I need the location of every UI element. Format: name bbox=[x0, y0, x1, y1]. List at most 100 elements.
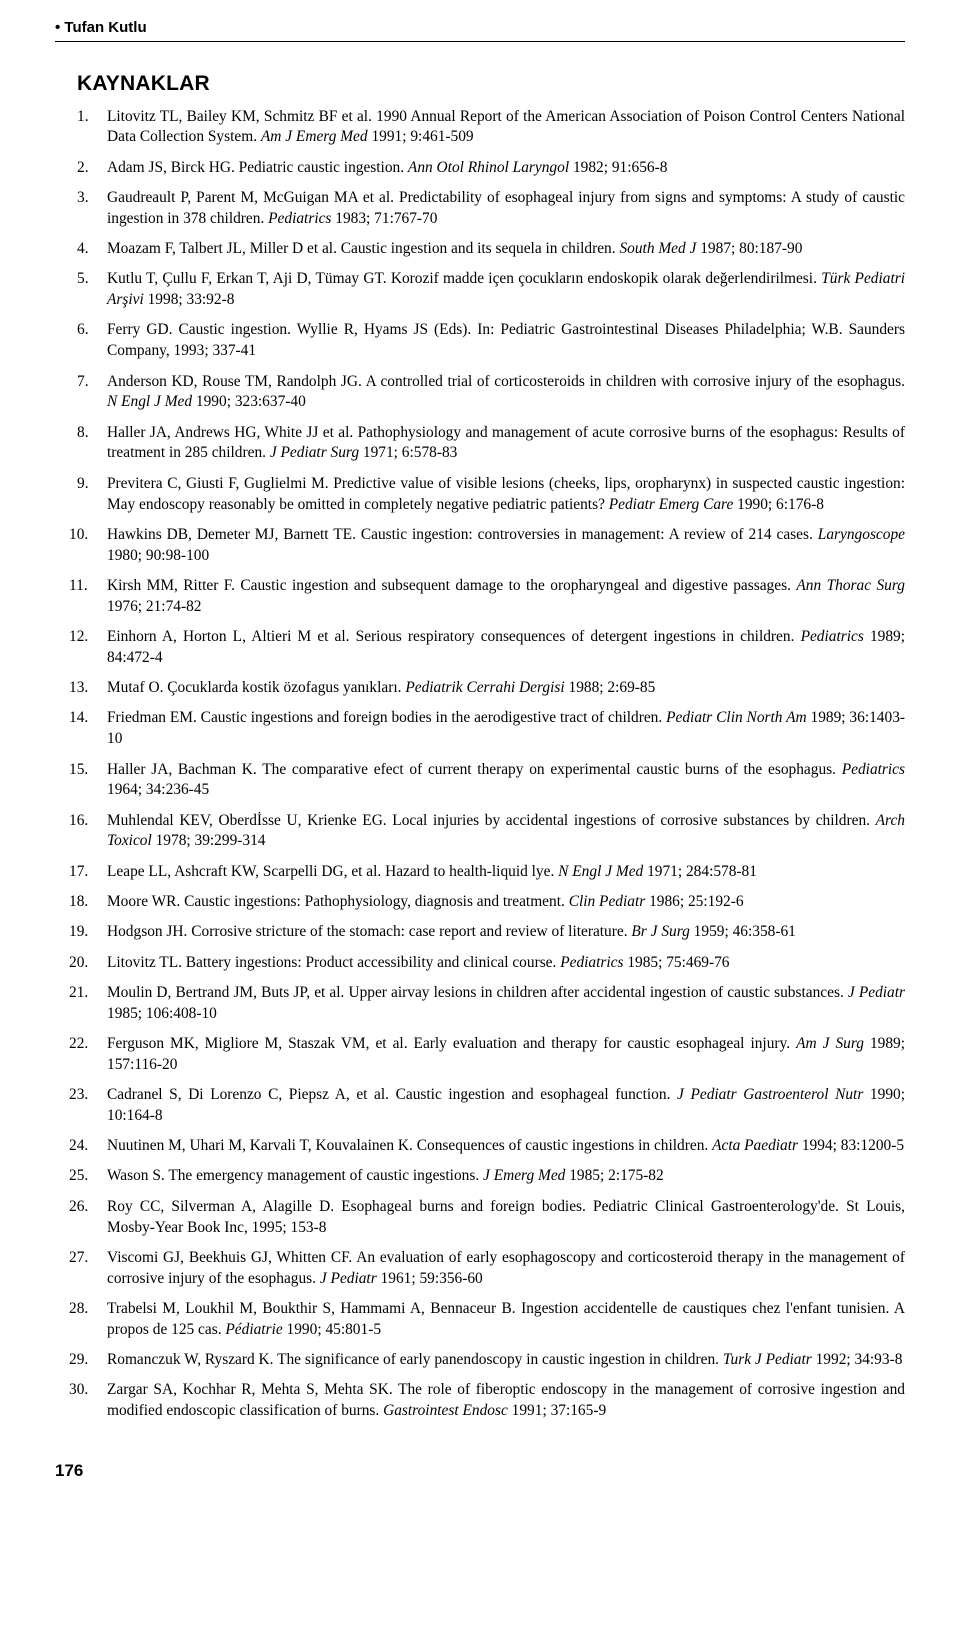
reference-item: Ferguson MK, Migliore M, Staszak VM, et … bbox=[55, 1034, 905, 1076]
reference-citation: 1971; 6:578-83 bbox=[359, 444, 457, 461]
reference-item: Gaudreault P, Parent M, McGuigan MA et a… bbox=[55, 188, 905, 230]
reference-item: Moazam F, Talbert JL, Miller D et al. Ca… bbox=[55, 239, 905, 260]
reference-item: Kirsh MM, Ritter F. Caustic ingestion an… bbox=[55, 576, 905, 618]
reference-item: Litovitz TL. Battery ingestions: Product… bbox=[55, 953, 905, 974]
reference-journal: Am J Emerg Med bbox=[261, 128, 368, 145]
reference-journal: Turk J Pediatr bbox=[723, 1351, 812, 1368]
reference-text: Hodgson JH. Corrosive stricture of the s… bbox=[107, 923, 631, 940]
reference-citation: 1964; 34:236-45 bbox=[107, 781, 209, 798]
reference-text: Litovitz TL, Bailey KM, Schmitz BF et al… bbox=[107, 108, 905, 146]
reference-citation: 1976; 21:74-82 bbox=[107, 598, 201, 615]
reference-item: Hodgson JH. Corrosive stricture of the s… bbox=[55, 922, 905, 943]
reference-text: Friedman EM. Caustic ingestions and fore… bbox=[107, 709, 666, 726]
reference-item: Trabelsi M, Loukhil M, Boukthir S, Hamma… bbox=[55, 1299, 905, 1341]
reference-journal: Pediatrik Cerrahi Dergisi bbox=[405, 679, 564, 696]
reference-text: Haller JA, Bachman K. The comparative ef… bbox=[107, 761, 842, 778]
reference-citation: 1992; 34:93-8 bbox=[812, 1351, 903, 1368]
reference-journal: J Pediatr Gastroenterol Nutr bbox=[677, 1086, 863, 1103]
reference-journal: Laryngoscope bbox=[818, 526, 905, 543]
reference-citation: 1978; 39:299-314 bbox=[152, 832, 266, 849]
reference-text: Kutlu T, Çullu F, Erkan T, Aji D, Tümay … bbox=[107, 270, 821, 287]
reference-text: Ferry GD. Caustic ingestion. Wyllie R, H… bbox=[107, 321, 905, 359]
reference-item: Viscomi GJ, Beekhuis GJ, Whitten CF. An … bbox=[55, 1248, 905, 1290]
reference-item: Leape LL, Ashcraft KW, Scarpelli DG, et … bbox=[55, 862, 905, 883]
reference-item: Nuutinen M, Uhari M, Karvali T, Kouvalai… bbox=[55, 1136, 905, 1157]
header-rule bbox=[55, 41, 905, 42]
reference-text: Cadranel S, Di Lorenzo C, Piepsz A, et a… bbox=[107, 1086, 677, 1103]
reference-item: Previtera C, Giusti F, Guglielmi M. Pred… bbox=[55, 474, 905, 516]
reference-text: Litovitz TL. Battery ingestions: Product… bbox=[107, 954, 560, 971]
reference-text: Kirsh MM, Ritter F. Caustic ingestion an… bbox=[107, 577, 796, 594]
references-list: Litovitz TL, Bailey KM, Schmitz BF et al… bbox=[55, 107, 905, 1422]
reference-citation: 1988; 2:69-85 bbox=[565, 679, 656, 696]
reference-journal: J Pediatr Surg bbox=[270, 444, 359, 461]
reference-item: Haller JA, Andrews HG, White JJ et al. P… bbox=[55, 423, 905, 465]
page-number: 176 bbox=[55, 1460, 905, 1483]
reference-text: Viscomi GJ, Beekhuis GJ, Whitten CF. An … bbox=[107, 1249, 905, 1287]
reference-citation: 1985; 106:408-10 bbox=[107, 1005, 217, 1022]
reference-journal: South Med J bbox=[619, 240, 696, 257]
reference-journal: J Emerg Med bbox=[483, 1167, 565, 1184]
reference-citation: 1994; 83:1200-5 bbox=[798, 1137, 904, 1154]
reference-text: Moore WR. Caustic ingestions: Pathophysi… bbox=[107, 893, 569, 910]
reference-citation: 1980; 90:98-100 bbox=[107, 547, 209, 564]
reference-citation: 1987; 80:187-90 bbox=[696, 240, 802, 257]
reference-citation: 1986; 25:192-6 bbox=[645, 893, 743, 910]
reference-item: Moore WR. Caustic ingestions: Pathophysi… bbox=[55, 892, 905, 913]
reference-citation: 1961; 59:356-60 bbox=[377, 1270, 483, 1287]
reference-journal: Acta Paediatr bbox=[712, 1137, 798, 1154]
reference-journal: Ann Otol Rhinol Laryngol bbox=[408, 159, 569, 176]
author-header: Tufan Kutlu bbox=[55, 18, 905, 41]
reference-journal: Pediatr Clin North Am bbox=[666, 709, 807, 726]
reference-citation: 1991; 37:165-9 bbox=[508, 1402, 606, 1419]
reference-item: Friedman EM. Caustic ingestions and fore… bbox=[55, 708, 905, 750]
reference-item: Einhorn A, Horton L, Altieri M et al. Se… bbox=[55, 627, 905, 669]
reference-text: Ferguson MK, Migliore M, Staszak VM, et … bbox=[107, 1035, 796, 1052]
reference-item: Anderson KD, Rouse TM, Randolph JG. A co… bbox=[55, 372, 905, 414]
reference-text: Einhorn A, Horton L, Altieri M et al. Se… bbox=[107, 628, 801, 645]
reference-text: Mutaf O. Çocuklarda kostik özofagus yanı… bbox=[107, 679, 405, 696]
reference-item: Mutaf O. Çocuklarda kostik özofagus yanı… bbox=[55, 678, 905, 699]
reference-journal: J Pediatr bbox=[320, 1270, 377, 1287]
reference-journal: Gastrointest Endosc bbox=[383, 1402, 508, 1419]
reference-journal: Br J Surg bbox=[631, 923, 689, 940]
reference-item: Haller JA, Bachman K. The comparative ef… bbox=[55, 760, 905, 802]
section-title: KAYNAKLAR bbox=[77, 70, 905, 98]
reference-journal: Pédiatrie bbox=[225, 1321, 282, 1338]
reference-item: Muhlendal KEV, Oberdİsse U, Krienke EG. … bbox=[55, 811, 905, 853]
reference-item: Romanczuk W, Ryszard K. The significance… bbox=[55, 1350, 905, 1371]
reference-item: Wason S. The emergency management of cau… bbox=[55, 1166, 905, 1187]
reference-citation: 1985; 2:175-82 bbox=[565, 1167, 663, 1184]
reference-text: Moazam F, Talbert JL, Miller D et al. Ca… bbox=[107, 240, 619, 257]
reference-text: Roy CC, Silverman A, Alagille D. Esophag… bbox=[107, 1198, 905, 1236]
reference-item: Cadranel S, Di Lorenzo C, Piepsz A, et a… bbox=[55, 1085, 905, 1127]
reference-journal: Am J Surg bbox=[796, 1035, 864, 1052]
reference-citation: 1959; 46:358-61 bbox=[690, 923, 796, 940]
reference-citation: 1990; 45:801-5 bbox=[283, 1321, 381, 1338]
reference-item: Hawkins DB, Demeter MJ, Barnett TE. Caus… bbox=[55, 525, 905, 567]
reference-journal: J Pediatr bbox=[848, 984, 905, 1001]
reference-text: Anderson KD, Rouse TM, Randolph JG. A co… bbox=[107, 373, 905, 390]
reference-citation: 1983; 71:767-70 bbox=[331, 210, 437, 227]
reference-text: Hawkins DB, Demeter MJ, Barnett TE. Caus… bbox=[107, 526, 818, 543]
reference-journal: Pediatr Emerg Care bbox=[609, 496, 734, 513]
reference-citation: 1971; 284:578-81 bbox=[643, 863, 757, 880]
reference-text: Haller JA, Andrews HG, White JJ et al. P… bbox=[107, 424, 905, 462]
reference-item: Kutlu T, Çullu F, Erkan T, Aji D, Tümay … bbox=[55, 269, 905, 311]
reference-citation: 1990; 6:176-8 bbox=[733, 496, 824, 513]
reference-item: Adam JS, Birck HG. Pediatric caustic ing… bbox=[55, 158, 905, 179]
reference-item: Zargar SA, Kochhar R, Mehta S, Mehta SK.… bbox=[55, 1380, 905, 1422]
reference-text: Leape LL, Ashcraft KW, Scarpelli DG, et … bbox=[107, 863, 558, 880]
reference-text: Muhlendal KEV, Oberdİsse U, Krienke EG. … bbox=[107, 812, 876, 829]
reference-journal: Clin Pediatr bbox=[569, 893, 646, 910]
reference-item: Litovitz TL, Bailey KM, Schmitz BF et al… bbox=[55, 107, 905, 149]
reference-citation: 1982; 91:656-8 bbox=[569, 159, 667, 176]
reference-text: Romanczuk W, Ryszard K. The significance… bbox=[107, 1351, 723, 1368]
reference-journal: N Engl J Med bbox=[107, 393, 192, 410]
reference-text: Adam JS, Birck HG. Pediatric caustic ing… bbox=[107, 159, 408, 176]
reference-journal: Pediatrics bbox=[268, 210, 331, 227]
reference-text: Nuutinen M, Uhari M, Karvali T, Kouvalai… bbox=[107, 1137, 712, 1154]
reference-item: Roy CC, Silverman A, Alagille D. Esophag… bbox=[55, 1197, 905, 1239]
reference-item: Ferry GD. Caustic ingestion. Wyllie R, H… bbox=[55, 320, 905, 362]
reference-item: Moulin D, Bertrand JM, Buts JP, et al. U… bbox=[55, 983, 905, 1025]
